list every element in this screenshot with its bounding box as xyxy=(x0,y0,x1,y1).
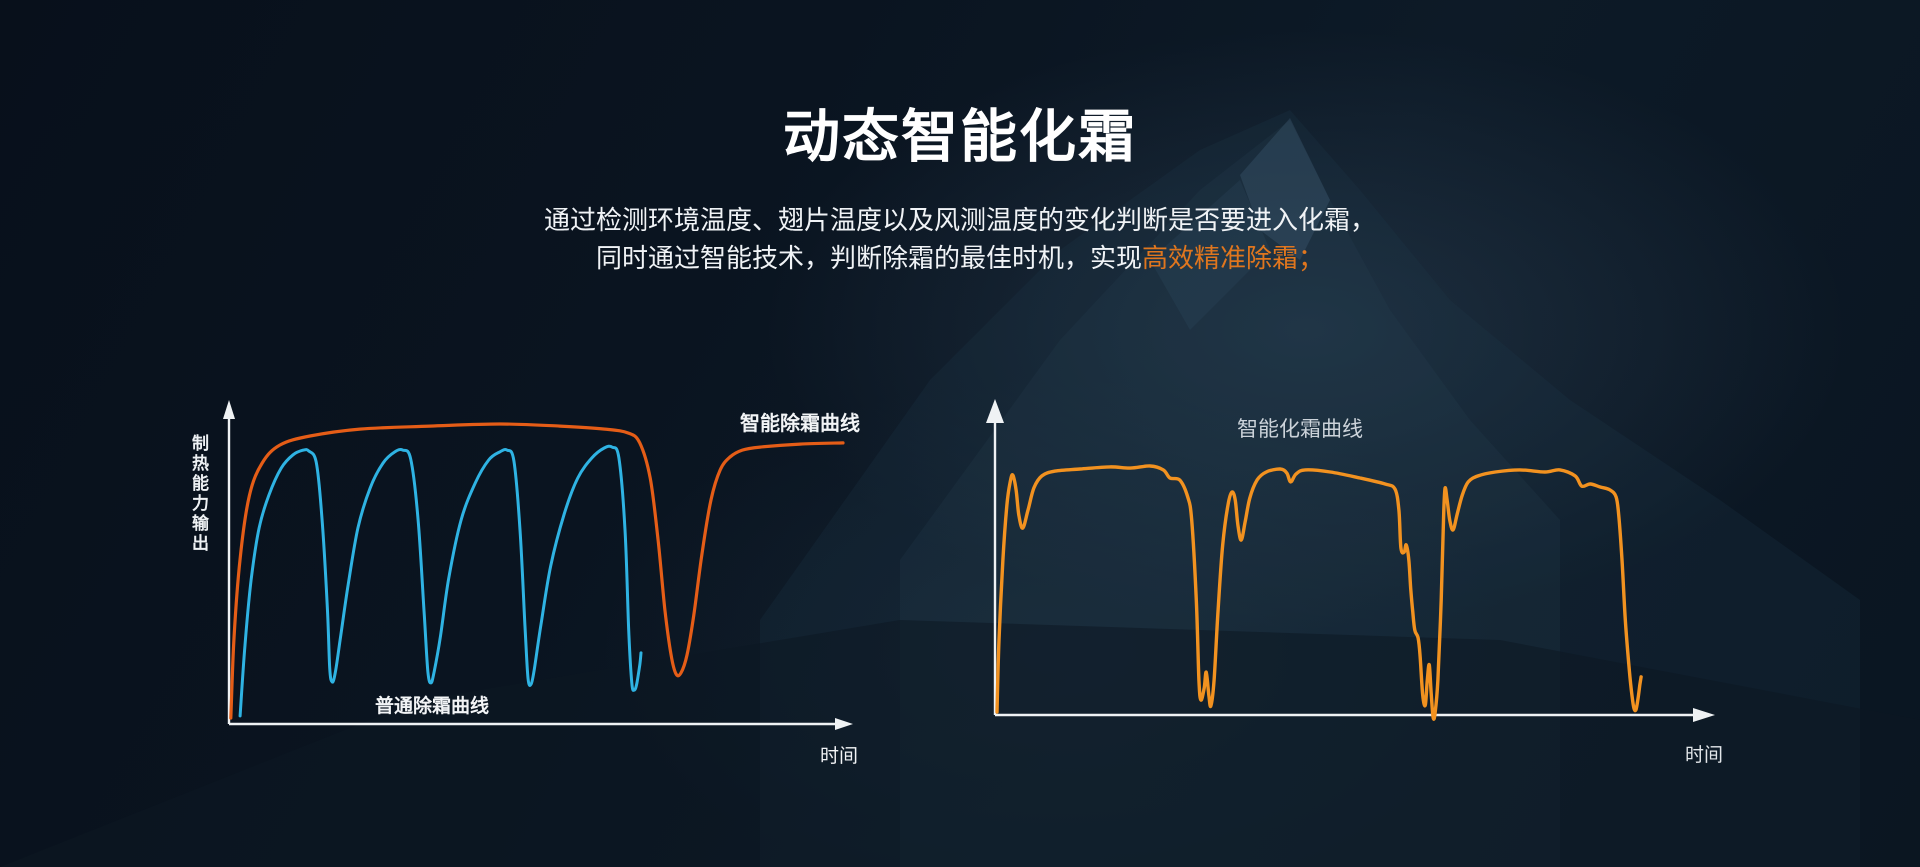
subtitle-line-2: 同时通过智能技术，判断除霜的最佳时机，实现高效精准除霜； xyxy=(0,240,1920,278)
left-y-axis-arrow-icon xyxy=(223,400,235,419)
smart-curve-label: 智能除霜曲线 xyxy=(740,411,860,435)
smart-defrost-curve xyxy=(229,422,845,720)
right-x-axis-arrow-icon xyxy=(1693,708,1715,722)
right-y-axis-arrow-icon xyxy=(986,399,1004,423)
page-subtitle: 通过检测环境温度、翅片温度以及风测温度的变化判断是否要进入化霜， 同时通过智能技… xyxy=(0,202,1920,278)
left-y-axis-label: 制热能力输出 xyxy=(188,434,208,554)
right-chart-title: 智能化霜曲线 xyxy=(1237,417,1363,441)
left-x-axis-arrow-icon xyxy=(835,718,853,730)
left-x-axis-label: 时间 xyxy=(819,745,858,767)
normal-defrost-curve xyxy=(238,444,643,718)
page-title: 动态智能化霜 xyxy=(783,104,1137,170)
normal-curve-label: 普通除霜曲线 xyxy=(374,695,489,717)
defrost-comparison-chart xyxy=(223,400,853,730)
smart-defrost-curve-right xyxy=(995,464,1643,721)
right-x-axis-label: 时间 xyxy=(1684,744,1723,766)
subtitle-line-1: 通过检测环境温度、翅片温度以及风测温度的变化判断是否要进入化霜， xyxy=(543,206,1376,236)
subtitle-highlight: 高效精准除霜； xyxy=(1142,244,1325,274)
hero-section: 动态智能化霜 xyxy=(0,106,1920,168)
subtitle-line-2-text: 同时通过智能技术，判断除霜的最佳时机，实现 xyxy=(595,244,1142,274)
smart-defrost-chart xyxy=(986,399,1715,722)
